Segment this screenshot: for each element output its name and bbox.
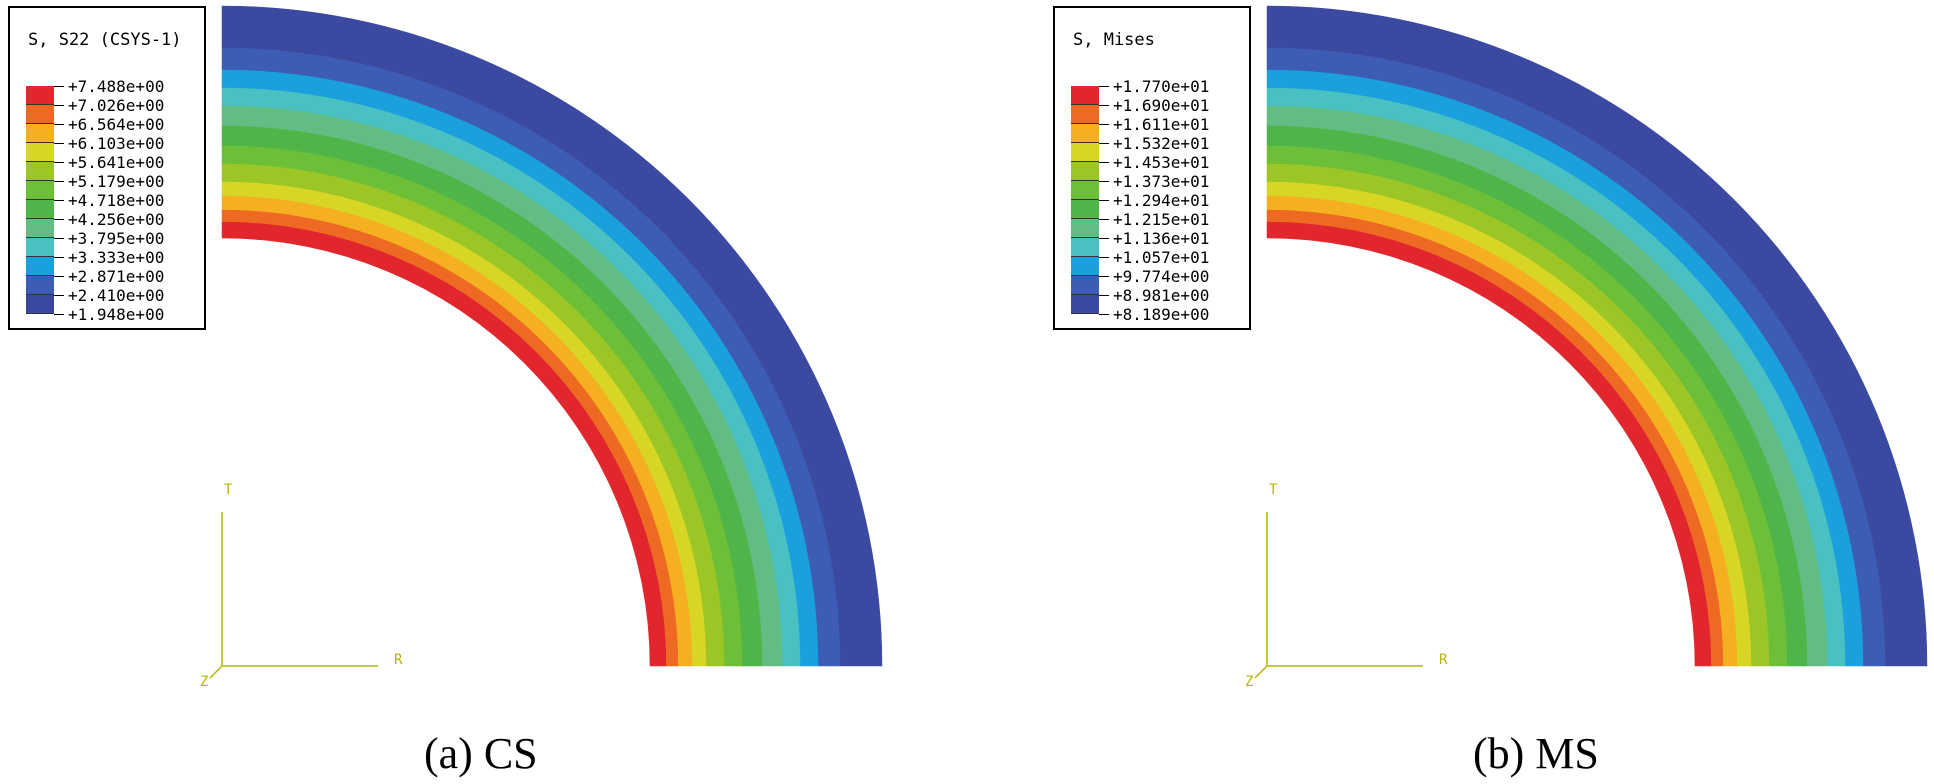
legend-value: +1.453e+01 — [1099, 153, 1209, 172]
legend-swatch — [1071, 86, 1099, 105]
legend-swatch — [26, 143, 54, 162]
legend-value: +1.136e+01 — [1099, 229, 1209, 248]
axis-r-label: R — [1439, 652, 1448, 668]
legend-color-bar — [1071, 86, 1099, 314]
panel-caption: (a) CS — [424, 729, 538, 778]
legend-swatch — [1071, 219, 1099, 238]
legend-value: +4.718e+00 — [54, 191, 164, 210]
legend-swatch — [1071, 162, 1099, 181]
legend-value: +1.770e+01 — [1099, 77, 1209, 96]
axis-r-label: R — [394, 652, 403, 668]
contour-band — [1266, 221, 1712, 667]
legend-title: S, Mises — [1073, 30, 1155, 50]
legend-value: +9.774e+00 — [1099, 267, 1209, 286]
legend-swatch — [26, 105, 54, 124]
axis-z-label: Z — [1245, 674, 1253, 690]
legend-title: S, S22 (CSYS-1) — [28, 30, 182, 50]
legend-value: +7.488e+00 — [54, 77, 164, 96]
legend-value: +6.103e+00 — [54, 134, 164, 153]
legend-value: +5.641e+00 — [54, 153, 164, 172]
legend-value: +4.256e+00 — [54, 210, 164, 229]
legend-value: +1.611e+01 — [1099, 115, 1209, 134]
legend-swatch — [1071, 276, 1099, 295]
legend-swatch — [26, 162, 54, 181]
legend-swatch — [26, 219, 54, 238]
axis-triad: T R Z — [1245, 482, 1448, 690]
legend-value: +1.373e+01 — [1099, 172, 1209, 191]
contour-band — [221, 221, 667, 667]
legend-labels: +7.488e+00 +7.026e+00 +6.564e+00 +6.103e… — [54, 77, 164, 324]
legend-swatch — [1071, 143, 1099, 162]
legend-swatch — [1071, 238, 1099, 257]
legend-swatch — [26, 238, 54, 257]
legend-swatch — [1071, 105, 1099, 124]
axis-t-label: T — [1269, 482, 1278, 498]
legend-value: +1.532e+01 — [1099, 134, 1209, 153]
panel-cs: T R Z S, S22 (CSYS-1) +7.488e+00 +7.026e… — [8, 5, 883, 778]
axis-triad: T R Z — [200, 482, 403, 690]
legend-swatch — [26, 276, 54, 295]
legend-value: +8.189e+00 — [1099, 305, 1209, 324]
legend-swatch — [26, 181, 54, 200]
stress-contour-plot: T R Z — [200, 5, 883, 690]
legend-swatch — [26, 257, 54, 276]
legend-value: +1.948e+00 — [54, 305, 164, 324]
legend-swatch — [26, 200, 54, 219]
legend-value: +7.026e+00 — [54, 96, 164, 115]
legend-value: +1.215e+01 — [1099, 210, 1209, 229]
legend-value: +5.179e+00 — [54, 172, 164, 191]
stress-legend: S, S22 (CSYS-1) +7.488e+00 +7.026e+00 +6… — [8, 6, 206, 330]
legend-swatch — [1071, 295, 1099, 314]
legend-value: +1.690e+01 — [1099, 96, 1209, 115]
legend-value: +3.333e+00 — [54, 248, 164, 267]
stress-legend: S, Mises +1.770e+01 +1.690e+01 +1.611e+0… — [1053, 6, 1251, 330]
axis-z-label: Z — [200, 674, 208, 690]
contour-bands — [221, 5, 883, 667]
legend-value: +8.981e+00 — [1099, 286, 1209, 305]
legend-labels: +1.770e+01 +1.690e+01 +1.611e+01 +1.532e… — [1099, 77, 1209, 324]
legend-swatch — [1071, 124, 1099, 143]
legend-swatch — [1071, 200, 1099, 219]
legend-value: +3.795e+00 — [54, 229, 164, 248]
legend-value: +1.057e+01 — [1099, 248, 1209, 267]
legend-color-bar — [26, 86, 54, 314]
legend-value: +6.564e+00 — [54, 115, 164, 134]
legend-swatch — [26, 124, 54, 143]
contour-bands — [1266, 5, 1928, 667]
stress-contour-plot: T R Z — [1245, 5, 1928, 690]
panel-ms: T R Z S, Mises +1.770e+01 +1.690e+01 +1.… — [1045, 0, 1934, 784]
legend-swatch — [1071, 181, 1099, 200]
legend-swatch — [26, 86, 54, 105]
legend-value: +2.410e+00 — [54, 286, 164, 305]
axis-t-label: T — [224, 482, 233, 498]
legend-value: +2.871e+00 — [54, 267, 164, 286]
legend-swatch — [1071, 257, 1099, 276]
panel-caption: (b) MS — [1473, 729, 1599, 778]
legend-swatch — [26, 295, 54, 314]
legend-value: +1.294e+01 — [1099, 191, 1209, 210]
